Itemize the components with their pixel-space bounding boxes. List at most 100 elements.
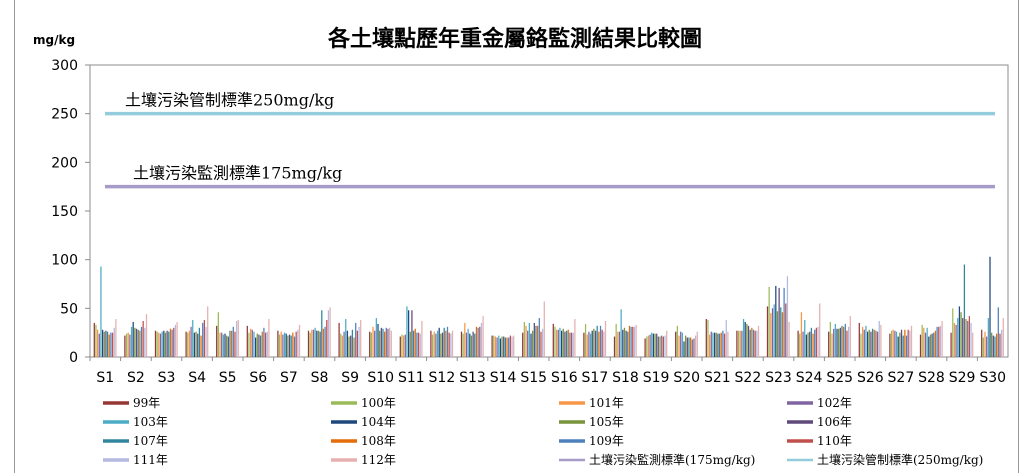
bar [569,332,571,357]
bar [370,332,372,357]
bar [390,330,392,357]
bar [113,327,115,357]
bar [251,329,253,357]
bar [783,287,785,357]
bar [622,329,624,357]
bar [491,335,493,357]
bar [295,331,297,357]
bar [691,339,693,357]
bar [498,335,500,357]
bar [263,327,265,357]
bar [799,333,801,357]
bar [98,333,100,357]
bar [775,285,777,357]
bar [103,331,105,357]
bar [229,330,231,357]
y-tick-label: 250 [51,107,78,123]
bar [970,322,972,357]
bar [780,307,782,357]
bar [282,334,284,357]
bar [635,324,637,357]
bar [111,332,114,357]
bar [253,331,255,357]
bar [188,330,191,357]
bar [248,332,250,357]
bar [387,328,389,357]
bar [831,333,833,357]
bar [708,334,711,357]
bar [564,331,566,357]
bar [234,331,236,357]
bar [654,333,656,357]
x-tick-label: S28 [918,370,945,386]
bar [496,337,498,357]
bar [929,334,932,357]
bar [646,336,648,357]
bar [543,301,545,357]
bar [905,335,908,357]
chart-frame: 各土壤點歷年重金屬鉻監測結果比較圖 mg/kg 0 50 100 150 200 250 3… [14,0,1019,473]
bar [462,333,464,357]
bar [443,327,445,357]
bar [860,333,862,357]
bar [809,331,811,357]
bar [953,322,956,357]
bar [379,330,381,357]
bar [207,306,209,357]
bar [322,328,325,357]
x-tick-label: S21 [704,370,731,386]
bar [372,326,374,357]
bar [989,256,991,357]
bar [460,331,463,357]
bar [957,318,959,357]
bar [312,329,315,357]
bar [166,330,168,357]
bar [675,331,677,357]
x-tick-label: S6 [249,370,267,386]
bar [173,327,175,357]
bar [450,333,452,357]
bar [584,323,587,357]
bar [187,332,189,357]
bar [727,331,729,357]
bar [193,332,196,357]
bar [594,330,597,357]
bar [786,276,789,357]
bar [154,330,157,357]
bar [360,320,362,357]
bar [554,326,556,357]
bar [326,320,328,357]
bar [266,331,268,357]
bar [533,322,535,357]
bar [436,330,439,357]
bar [736,330,738,357]
reference-line-label: 土壤污染監測標準175mg/kg [133,164,342,183]
bar [781,312,784,357]
bar [482,316,484,357]
bar [259,335,262,357]
bar [841,325,843,357]
bar [752,329,755,357]
bar [351,329,354,357]
bar [316,330,318,357]
bar [871,328,874,357]
x-tick-label: S12 [429,370,456,386]
bar [941,320,943,357]
bar [293,336,296,357]
bar [321,310,323,357]
y-tick-label: 300 [51,58,78,74]
bar [412,330,415,357]
bar [586,334,588,357]
bar [438,327,440,357]
bar [127,332,129,357]
bar [583,332,585,357]
bar [968,316,970,357]
bar [538,318,540,357]
bar [176,321,178,357]
bar [237,320,239,357]
bar [936,326,938,357]
bar [770,313,772,357]
bar [161,331,163,357]
bar [494,336,497,357]
bar [140,326,143,357]
